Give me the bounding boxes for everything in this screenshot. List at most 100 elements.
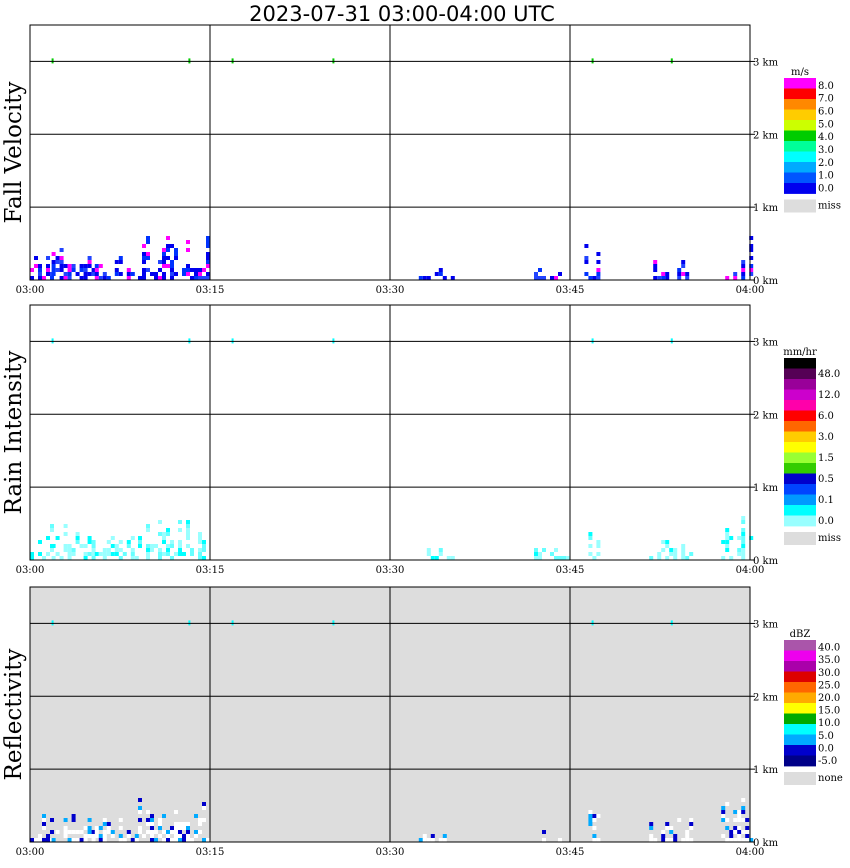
echo-cell — [729, 536, 734, 540]
echo-cell — [188, 620, 191, 626]
echo-cell — [122, 552, 127, 556]
legend-swatch — [784, 379, 816, 390]
echo-cell — [194, 276, 198, 280]
echo-cell — [198, 822, 202, 826]
echo-cell — [194, 272, 198, 276]
echo-cell — [542, 838, 546, 842]
echo-cell — [110, 830, 115, 834]
echo-cell — [118, 256, 123, 260]
echo-cell — [130, 838, 135, 842]
echo-cell — [59, 256, 64, 260]
echo-cell — [50, 818, 54, 822]
echo-cell — [79, 264, 84, 268]
echo-cell — [170, 264, 174, 268]
echo-cell — [79, 830, 84, 834]
panel-1: 0 km 1 km 2 km 3 km 03:00 03:15 03:30 03:45 04:0… — [1, 304, 841, 576]
echo-cell — [550, 276, 554, 280]
echo-cell — [98, 838, 103, 842]
legend-swatch — [784, 431, 816, 443]
echo-cell — [106, 276, 111, 280]
legend-swatch — [784, 183, 816, 194]
echo-cell — [649, 826, 654, 830]
echo-cell — [661, 830, 666, 834]
legend-swatch — [784, 755, 816, 767]
echo-cell — [154, 830, 158, 834]
echo-cell — [174, 256, 178, 260]
echo-cell — [170, 830, 174, 834]
echo-cell — [542, 830, 546, 834]
echo-cell — [685, 556, 690, 560]
legend-miss-swatch — [784, 199, 816, 213]
y-tick-label: 1 km — [753, 483, 779, 494]
echo-cell — [182, 826, 186, 830]
echo-cell — [206, 244, 210, 248]
echo-cell — [138, 544, 142, 548]
echo-cell — [332, 338, 335, 344]
echo-cell — [126, 834, 131, 838]
y-tick-label: 0 km — [753, 838, 779, 849]
legend-swatch — [784, 682, 816, 693]
echo-cell — [741, 536, 746, 540]
echo-cell — [689, 838, 694, 842]
echo-cell — [51, 58, 54, 64]
echo-cell — [142, 256, 146, 260]
echo-cell — [126, 268, 131, 272]
echo-cell — [158, 834, 162, 838]
echo-cell — [689, 822, 694, 826]
echo-cell — [592, 556, 597, 560]
echo-cell — [134, 838, 139, 842]
echo-cell — [206, 256, 210, 260]
echo-cell — [665, 540, 670, 544]
echo-cell — [118, 834, 123, 838]
y-tick-label: 2 km — [753, 692, 779, 703]
echo-cell — [438, 838, 443, 842]
echo-cell — [166, 236, 170, 240]
echo-cell — [182, 272, 186, 276]
echo-cell — [150, 548, 154, 552]
legend-swatch — [784, 389, 816, 401]
legend-label: 4.0 — [818, 132, 834, 143]
echo-cell — [689, 826, 694, 830]
echo-cell — [725, 818, 730, 822]
panel-2: 0 km 1 km 2 km 3 km 03:00 03:15 03:30 03:45 04:0… — [1, 586, 843, 858]
echo-cell — [142, 834, 146, 838]
echo-cell — [596, 838, 601, 842]
echo-cell — [63, 818, 68, 822]
echo-cell — [649, 822, 654, 826]
echo-cell — [542, 276, 546, 280]
echo-cell — [741, 830, 746, 834]
echo-cell — [596, 268, 601, 272]
echo-cell — [75, 540, 80, 544]
echo-cell — [685, 830, 690, 834]
echo-cell — [138, 276, 142, 280]
echo-cell — [661, 272, 666, 276]
echo-cell — [206, 276, 210, 280]
x-tick-label: 03:30 — [376, 565, 405, 576]
y-axis-label: Rain Intensity — [1, 350, 27, 514]
echo-cell — [741, 540, 746, 544]
echo-cell — [591, 58, 594, 64]
echo-cell — [745, 834, 750, 838]
echo-cell — [681, 556, 686, 560]
x-tick-label: 04:00 — [736, 565, 765, 576]
echo-cell — [438, 548, 443, 552]
echo-cell — [102, 552, 107, 556]
echo-cell — [202, 544, 206, 548]
echo-cell — [150, 814, 154, 818]
echo-cell — [38, 272, 42, 276]
echo-cell — [59, 276, 64, 280]
echo-cell — [194, 268, 198, 272]
echo-cell — [418, 838, 423, 842]
echo-cell — [186, 524, 190, 528]
x-tick-label: 03:30 — [376, 285, 405, 296]
echo-cell — [75, 272, 80, 276]
echo-cell — [158, 268, 162, 272]
echo-cell — [71, 552, 76, 556]
echo-cell — [174, 252, 178, 256]
echo-cell — [741, 276, 746, 280]
echo-cell — [681, 260, 686, 264]
echo-cell — [749, 264, 754, 268]
echo-cell — [118, 556, 123, 560]
x-tick-label: 03:00 — [16, 847, 45, 858]
